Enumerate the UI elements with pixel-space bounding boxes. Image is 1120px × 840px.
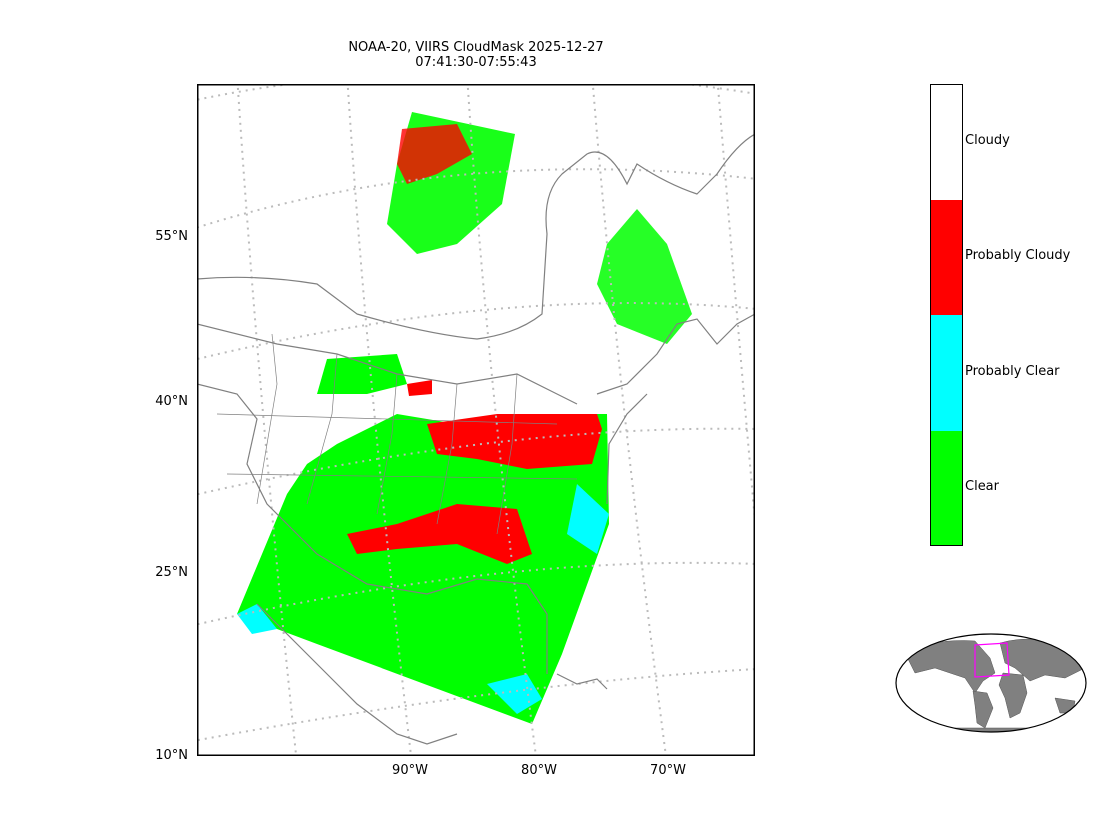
main-map [197, 84, 755, 756]
swath-probably-cloudy-north [397, 124, 472, 184]
colorbar-segment-cloudy [931, 85, 962, 200]
title-line-1: NOAA-20, VIIRS CloudMask 2025-12-27 [348, 40, 604, 55]
swath-probably-clear-2 [237, 604, 277, 634]
inset-world-map [895, 633, 1087, 733]
lat-label-55n: 55°N [155, 229, 188, 244]
swath-plains-clear [317, 354, 407, 394]
swath-probably-cloudy-east [427, 414, 602, 469]
title-line-2: 07:41:30-07:55:43 [415, 55, 537, 70]
lon-label-70w: 70°W [650, 763, 686, 778]
swath-probably-clear-1 [567, 484, 609, 554]
colorbar [930, 84, 963, 546]
lat-label-10n: 10°N [155, 748, 188, 763]
colorbar-segment-clear [931, 431, 962, 545]
colorbar-label-probably-clear: Probably Clear [965, 364, 1060, 379]
graticule [197, 84, 755, 756]
map-title: NOAA-20, VIIRS CloudMask 2025-12-27 07:4… [197, 40, 755, 70]
inset-swath-box [974, 642, 1010, 678]
lat-label-40n: 40°N [155, 394, 188, 409]
colorbar-label-clear: Clear [965, 479, 999, 494]
colorbar-segment-probably-cloudy [931, 200, 962, 315]
swath-probably-clear-3 [487, 674, 542, 714]
colorbar-segment-probably-clear [931, 315, 962, 431]
colorbar-label-cloudy: Cloudy [965, 133, 1010, 148]
swath-clear-area [237, 414, 609, 724]
lat-label-25n: 25°N [155, 565, 188, 580]
swath-probably-cloudy-small [407, 380, 432, 396]
colorbar-label-probably-cloudy: Probably Cloudy [965, 248, 1071, 263]
swath-quebec-clear [597, 209, 692, 344]
state-borders [216, 333, 578, 535]
swath-probably-cloudy-south [347, 504, 532, 564]
lon-label-80w: 80°W [521, 763, 557, 778]
lon-label-90w: 90°W [392, 763, 428, 778]
